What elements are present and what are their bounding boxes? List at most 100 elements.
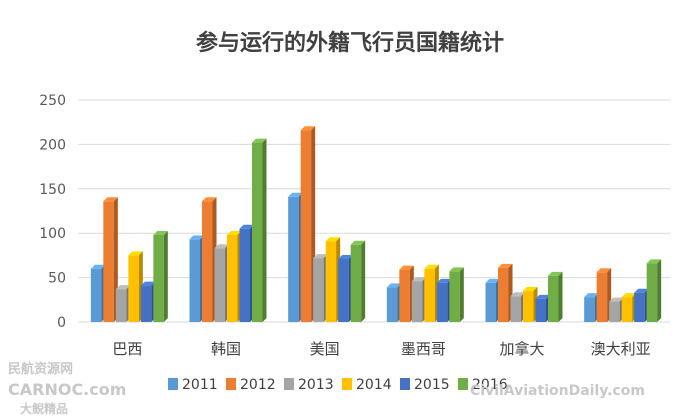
y-tick-label: 200: [39, 137, 66, 153]
legend-label: 2013: [298, 377, 334, 393]
bar-top: [338, 254, 353, 259]
bar: [485, 278, 500, 322]
bar-top: [436, 278, 452, 283]
bar: [621, 293, 637, 322]
x-category-label: 韩国: [211, 340, 241, 358]
bar-front: [449, 271, 460, 322]
bar-top: [485, 278, 500, 283]
bar-top: [498, 263, 513, 268]
gridlines: [78, 99, 670, 323]
bar: [325, 237, 341, 322]
bar-front: [386, 287, 398, 322]
bar: [386, 283, 402, 322]
bar: [584, 293, 599, 322]
bars: [90, 126, 662, 322]
bar-front: [338, 258, 349, 322]
bar-top: [239, 224, 254, 229]
y-tick-label: 50: [48, 271, 66, 287]
bar: [103, 197, 118, 322]
legend-item: 2013: [284, 377, 334, 393]
bar-front: [621, 297, 633, 322]
bar-top: [189, 235, 204, 240]
bar-front: [227, 234, 238, 322]
bar: [424, 264, 439, 322]
legend-label: 2011: [182, 377, 218, 393]
bar-front: [313, 258, 324, 322]
bar: [646, 259, 662, 322]
legend-item: 2016: [458, 377, 508, 393]
bar-front: [584, 297, 595, 322]
bar-top: [596, 268, 612, 273]
bar-front: [535, 298, 546, 322]
bar-front: [115, 289, 127, 322]
bar-top: [115, 285, 131, 290]
bar-front: [189, 239, 200, 322]
bar: [128, 251, 143, 322]
bar-top: [202, 197, 217, 202]
bar: [288, 192, 303, 322]
bar-top: [584, 293, 599, 298]
y-axis-ticks: 0 50 100 150 200 250: [39, 93, 66, 331]
bar-front: [436, 282, 448, 322]
bar: [90, 264, 106, 322]
bar: [214, 244, 229, 322]
bar: [510, 292, 525, 322]
bar-top: [609, 297, 624, 302]
legend-label: 2016: [472, 377, 508, 393]
bar: [239, 224, 254, 322]
y-tick-label: 0: [57, 315, 66, 331]
bar-front: [214, 248, 225, 322]
bar-front: [140, 285, 152, 322]
bar-top: [288, 192, 303, 197]
x-category-label: 美国: [310, 340, 340, 358]
bar-top: [634, 288, 649, 293]
bar-top: [621, 293, 637, 298]
bar-front: [411, 281, 423, 322]
bar-front: [239, 228, 250, 322]
bar-top: [424, 264, 439, 269]
legend-swatch: [284, 378, 294, 390]
bar: [153, 230, 168, 322]
bar-top: [510, 292, 525, 297]
legend-item: 2012: [226, 377, 276, 393]
bar: [596, 268, 612, 322]
bar-top: [103, 197, 118, 202]
bar-front: [424, 268, 435, 322]
bar: [300, 126, 316, 322]
bar-front: [596, 272, 608, 322]
bar: [609, 297, 624, 322]
bar-front: [609, 301, 620, 322]
bar-top: [90, 264, 106, 269]
bar-front: [300, 130, 312, 322]
bar: [338, 254, 353, 322]
watermark-line2: CARNOC.com: [8, 380, 126, 399]
bar: [115, 285, 131, 322]
watermark-right: CivilAviationDaily.com: [470, 383, 645, 399]
x-category-label: 墨西哥: [401, 340, 446, 358]
legend-item: 2011: [168, 377, 218, 393]
bar-top: [227, 230, 242, 235]
bar: [634, 288, 649, 322]
bar-top: [140, 281, 156, 286]
bar-front: [153, 234, 164, 322]
bar-front: [325, 241, 337, 322]
watermark-line1: 民航资源网: [8, 361, 73, 377]
bar-side: [558, 271, 563, 322]
x-category-label: 巴西: [112, 340, 142, 358]
bar-top: [548, 271, 563, 276]
legend-item: 2014: [342, 377, 392, 393]
bar-side: [262, 138, 267, 322]
bar: [523, 286, 538, 322]
bar-side: [459, 267, 464, 322]
watermark-line3: 大鲵精品: [20, 401, 68, 416]
bar: [140, 281, 156, 322]
bar-side: [361, 240, 366, 322]
bar-top: [523, 286, 538, 291]
bar: [313, 254, 328, 322]
x-category-label: 加拿大: [499, 340, 544, 358]
bar: [411, 277, 427, 322]
bar: [535, 294, 550, 322]
bar-top: [386, 283, 402, 288]
